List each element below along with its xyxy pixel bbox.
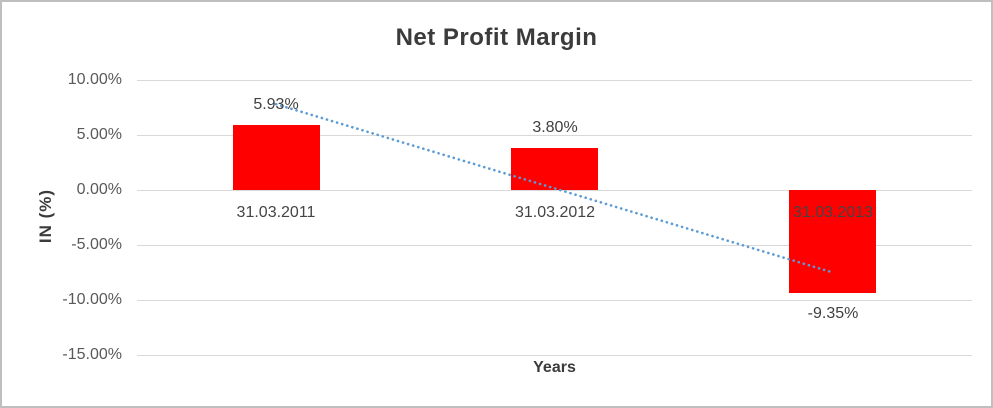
bar-31.03.2011	[233, 125, 320, 190]
gridline-10.00%	[137, 80, 972, 81]
y-tick-label: -10.00%	[62, 291, 122, 308]
y-tick-label: -5.00%	[71, 236, 122, 253]
bar-31.03.2012	[511, 148, 598, 190]
category-label-31.03.2013: 31.03.2013	[792, 204, 874, 221]
gridline-5.00%	[137, 135, 972, 136]
gridline--10.00%	[137, 300, 972, 301]
category-label-31.03.2012: 31.03.2012	[514, 204, 596, 221]
data-label-5.93%: 5.93%	[253, 96, 299, 113]
y-tick-label: -15.00%	[62, 346, 122, 363]
x-axis-title: Years	[533, 359, 576, 376]
y-tick-label: 0.00%	[76, 181, 122, 198]
y-tick-label: 10.00%	[67, 71, 122, 88]
data-label--9.35%: -9.35%	[807, 305, 859, 322]
bar-31.03.2013	[789, 190, 876, 293]
chart-title: Net Profit Margin	[395, 24, 598, 51]
category-label-31.03.2011: 31.03.2011	[236, 204, 316, 221]
gridline--15.00%	[137, 355, 972, 356]
data-label-3.80%: 3.80%	[532, 119, 578, 136]
gridline--5.00%	[137, 245, 972, 246]
y-tick-label: 5.00%	[76, 126, 122, 143]
gridline-0.00%	[137, 190, 972, 191]
